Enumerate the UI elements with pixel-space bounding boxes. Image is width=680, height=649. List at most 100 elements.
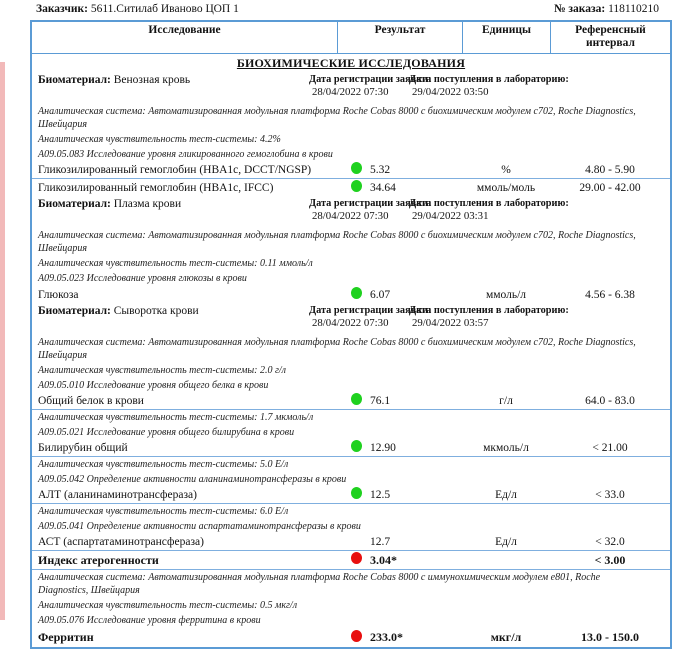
column-header-units: Единицы xyxy=(462,22,550,53)
test-name: Ферритин xyxy=(38,630,94,644)
test-units: ммоль/л xyxy=(485,288,527,301)
reference-interval: < 33.0 xyxy=(595,489,625,501)
test-units: г/л xyxy=(499,395,513,407)
analytical-note: Аналитическая чувствительность тест-сист… xyxy=(38,365,286,376)
result-row: Ферритин 233.0* мкг/л 13.0 - 150.0 xyxy=(32,628,670,647)
column-header-reference: Референсный интервал xyxy=(550,22,670,53)
result-value: 233.0* xyxy=(370,630,403,644)
result-value: 5.32 xyxy=(370,164,391,176)
test-result: 12.5 xyxy=(337,487,462,501)
status-dot-green-icon xyxy=(351,487,362,499)
test-name: Гликозилированный гемоглобин (HBA1c, IFC… xyxy=(38,181,274,194)
status-dot-green-icon xyxy=(351,179,362,192)
status-dot-green-icon xyxy=(351,162,362,174)
biomaterial: Биоматериал: Сыворотка крови xyxy=(38,305,199,317)
status-dot-red-icon xyxy=(351,629,362,642)
analytical-note: A09.05.023 Исследование уровня глюкозы в… xyxy=(38,273,247,284)
reference-interval: 4.56 - 6.38 xyxy=(585,288,635,301)
reference-interval: < 3.00 xyxy=(594,552,626,567)
analytical-note: Аналитическая система: Автоматизированна… xyxy=(38,230,636,254)
test-result: 5.32 xyxy=(337,162,462,176)
result-value: 12.5 xyxy=(370,489,391,501)
registration-date: Дата регистрации заявки: 28/04/2022 07:3… xyxy=(309,305,432,329)
result-row: Гликозилированный гемоглобин (HBA1c, IFC… xyxy=(32,179,670,196)
registration-date: Дата регистрации заявки: 28/04/2022 07:3… xyxy=(309,74,432,98)
reference-interval: 64.0 - 83.0 xyxy=(585,395,635,407)
results-table: Исследование Результат Единицы Референсн… xyxy=(30,20,672,649)
test-result: 233.0* xyxy=(337,629,462,645)
lab-receipt-date: Дата поступления в лабораторию: 29/04/20… xyxy=(409,198,569,222)
test-result: 3.04* xyxy=(337,552,462,568)
lab-receipt-date: Дата поступления в лабораторию: 29/04/20… xyxy=(409,74,569,98)
result-value: 34.64 xyxy=(370,181,396,194)
order-block: № заказа: 118110210 xyxy=(554,3,659,15)
biomaterial-section: Биоматериал: Сыворотка крови Дата регист… xyxy=(32,303,670,647)
test-result: 34.64 xyxy=(337,179,462,194)
test-name: Глюкоза xyxy=(38,288,79,301)
test-name: Билирубин общий xyxy=(38,442,128,454)
analytical-note: Аналитическая чувствительность тест-сист… xyxy=(38,600,298,611)
analytical-note: Аналитическая система: Автоматизированна… xyxy=(38,337,636,361)
result-row: Индекс атерогенности 3.04* < 3.00 xyxy=(32,551,670,570)
analytical-note: Аналитическая чувствительность тест-сист… xyxy=(38,459,289,470)
biomaterial: Биоматериал: Плазма крови xyxy=(38,198,182,210)
analytical-note: A09.05.021 Исследование уровня общего би… xyxy=(38,427,295,438)
status-dot-green-icon xyxy=(351,393,362,405)
group-title: БИОХИМИЧЕСКИЕ ИССЛЕДОВАНИЯ xyxy=(236,56,466,70)
reference-interval: 13.0 - 150.0 xyxy=(581,630,639,644)
test-name: АСТ (аспартатаминотрансфераза) xyxy=(38,536,204,548)
result-value: 76.1 xyxy=(370,395,391,407)
test-name: Индекс атерогенности xyxy=(38,552,159,567)
result-row: Билирубин общий 12.90 мкмоль/л < 21.00 xyxy=(32,440,670,457)
test-units: мкг/л xyxy=(490,630,522,644)
report-header: Заказчик: 5611.Ситилаб Иваново ЦОП 1 № з… xyxy=(36,3,680,18)
page-edge-strip xyxy=(0,62,5,620)
reference-interval: < 21.00 xyxy=(592,442,628,454)
analytical-note: Аналитическая чувствительность тест-сист… xyxy=(38,412,314,423)
registration-date: Дата регистрации заявки: 28/04/2022 07:3… xyxy=(309,198,432,222)
analytical-note: Аналитическая чувствительность тест-сист… xyxy=(38,506,289,517)
test-name: Гликозилированный гемоглобин (HBA1c, DCC… xyxy=(38,164,312,176)
section-header: Биоматериал: Плазма крови Дата регистрац… xyxy=(32,196,670,228)
analytical-note: A09.05.042 Определение активности аланин… xyxy=(38,474,347,485)
result-value: 12.7 xyxy=(370,536,391,548)
analytical-note: A09.05.083 Исследование уровня гликирова… xyxy=(38,149,333,160)
biomaterial-section: Биоматериал: Венозная кровь Дата регистр… xyxy=(32,72,670,196)
analytical-note: A09.05.010 Исследование уровня общего бе… xyxy=(38,380,269,391)
analytical-note: Аналитическая система: Автоматизированна… xyxy=(38,572,601,596)
order-number-label: № заказа: xyxy=(554,3,606,15)
test-name: АЛТ (аланинаминотрансфераза) xyxy=(38,489,197,501)
lab-receipt-date: Дата поступления в лабораторию: 29/04/20… xyxy=(409,305,569,329)
column-header-study: Исследование xyxy=(148,24,221,36)
test-result: 12.7 xyxy=(337,536,462,548)
analytical-note: Аналитическая чувствительность тест-сист… xyxy=(38,134,281,145)
result-value: 6.07 xyxy=(370,288,391,301)
result-row: Гликозилированный гемоглобин (HBA1c, DCC… xyxy=(32,162,670,179)
biomaterial-section: Биоматериал: Плазма крови Дата регистрац… xyxy=(32,196,670,303)
reference-interval: < 32.0 xyxy=(595,536,625,548)
result-value: 12.90 xyxy=(370,442,396,454)
status-dot-red-icon xyxy=(351,552,362,564)
test-result: 6.07 xyxy=(337,286,462,301)
test-units: Ед/л xyxy=(495,489,517,501)
status-dot-green-icon xyxy=(351,440,362,452)
section-header: Биоматериал: Венозная кровь Дата регистр… xyxy=(32,72,670,104)
analytical-note: A09.05.041 Определение активности аспарт… xyxy=(38,521,361,532)
customer-label: Заказчик: xyxy=(36,3,88,15)
column-header-result: Результат xyxy=(337,22,462,53)
biomaterial: Биоматериал: Венозная кровь xyxy=(38,74,191,86)
customer-block: Заказчик: 5611.Ситилаб Иваново ЦОП 1 xyxy=(36,3,239,15)
section-header: Биоматериал: Сыворотка крови Дата регист… xyxy=(32,303,670,335)
result-row: Глюкоза 6.07 ммоль/л 4.56 - 6.38 xyxy=(32,286,670,303)
test-units: ммоль/моль xyxy=(476,181,536,194)
test-units: % xyxy=(501,164,511,176)
sections-container: Биоматериал: Венозная кровь Дата регистр… xyxy=(32,72,670,647)
result-row: Общий белок в крови 76.1 г/л 64.0 - 83.0 xyxy=(32,393,670,410)
result-row: АСТ (аспартатаминотрансфераза) 12.7 Ед/л… xyxy=(32,534,670,551)
analytical-note: Аналитическая система: Автоматизированна… xyxy=(38,106,636,130)
test-units: Ед/л xyxy=(495,536,517,548)
order-number-value: 118110210 xyxy=(608,3,659,15)
table-header-row: Исследование Результат Единицы Референсн… xyxy=(32,22,670,54)
analytical-note: Аналитическая чувствительность тест-сист… xyxy=(38,258,313,269)
result-value: 3.04* xyxy=(370,552,397,567)
